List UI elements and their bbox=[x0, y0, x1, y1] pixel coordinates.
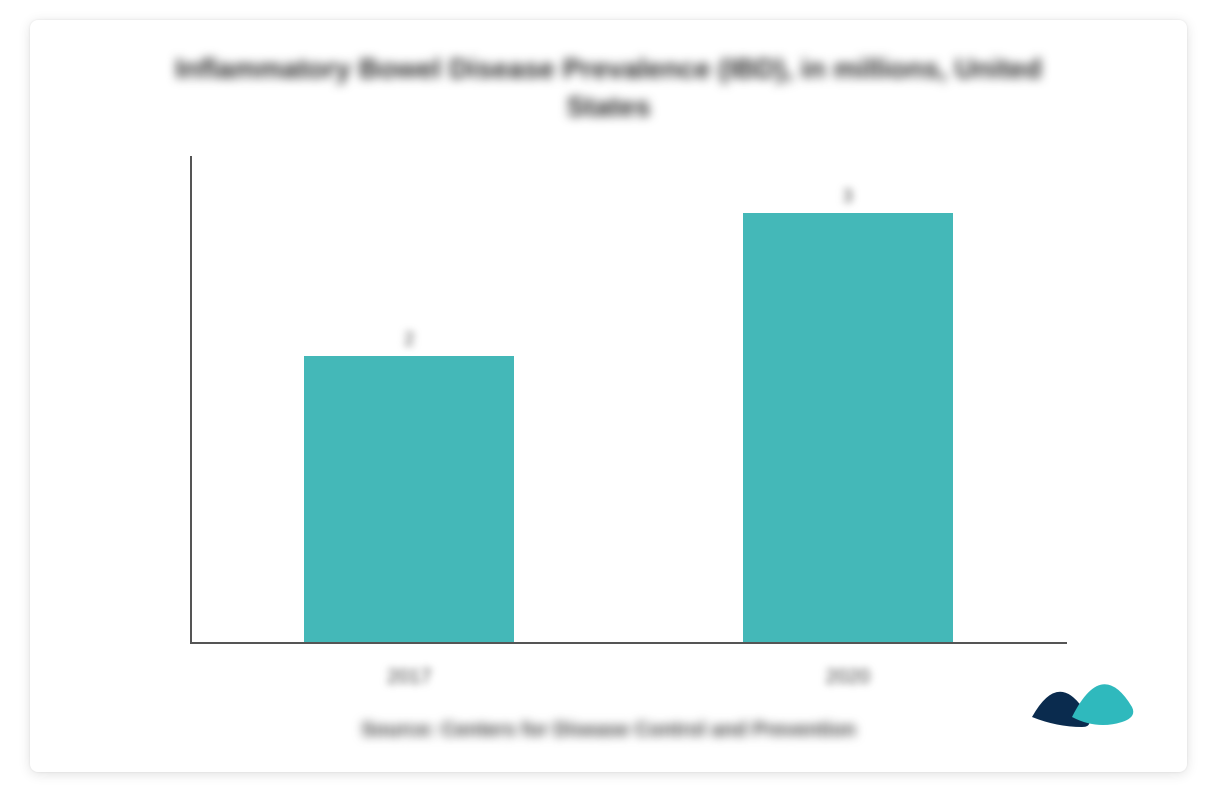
bar bbox=[743, 213, 953, 642]
chart-card: Inflammatory Bowel Disease Prevalence (I… bbox=[30, 20, 1187, 772]
x-axis-labels: 2017 2020 bbox=[190, 666, 1067, 689]
bar-slot: 2 bbox=[234, 156, 585, 642]
bar-group: 23 bbox=[190, 156, 1067, 642]
mordor-logo-icon bbox=[1027, 662, 1137, 732]
x-tick-label: 2017 bbox=[234, 666, 585, 689]
brand-logo bbox=[1027, 662, 1137, 732]
chart-title: Inflammatory Bowel Disease Prevalence (I… bbox=[70, 50, 1147, 126]
x-tick-label: 2020 bbox=[672, 666, 1023, 689]
x-axis bbox=[190, 642, 1067, 644]
bar bbox=[304, 356, 514, 642]
source-attribution: Source: Centers for Disease Control and … bbox=[70, 719, 1147, 742]
plot-area: 23 bbox=[190, 156, 1067, 644]
bar-slot: 3 bbox=[672, 156, 1023, 642]
bar-value-label: 3 bbox=[843, 186, 853, 207]
bar-value-label: 2 bbox=[404, 329, 414, 350]
